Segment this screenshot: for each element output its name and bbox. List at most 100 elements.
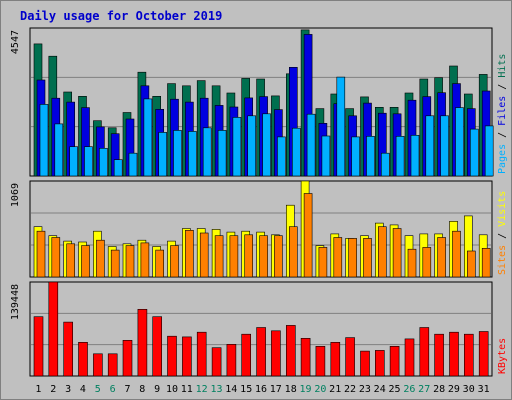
- x-tick-label-day-20: 20: [314, 384, 326, 395]
- x-tick-label-day-26: 26: [403, 384, 415, 395]
- legend-item-sites: Sites: [497, 245, 508, 275]
- bar-pages-day-3: [69, 146, 78, 177]
- x-tick-label-day-5: 5: [95, 384, 101, 395]
- bar-sites-day-9: [155, 249, 164, 278]
- bar-sites-day-8: [140, 242, 150, 278]
- legend-separator: /: [497, 78, 508, 96]
- x-tick-label-day-4: 4: [80, 384, 86, 395]
- bar-pages-day-5: [99, 148, 108, 177]
- x-tick-label-day-7: 7: [124, 384, 130, 395]
- legend-visits-sites: Sites / Visits: [497, 191, 508, 275]
- bar-kbytes-day-24: [374, 350, 385, 377]
- bar-kbytes-day-21: [330, 341, 341, 377]
- legend-separator: /: [497, 126, 508, 144]
- bar-sites-day-18: [288, 226, 298, 278]
- bar-kbytes-day-8: [137, 308, 148, 377]
- x-tick-label-day-24: 24: [374, 384, 386, 395]
- bar-sites-day-1: [36, 230, 46, 278]
- legend-kbytes: KBytes: [497, 338, 508, 374]
- bar-kbytes-day-4: [78, 341, 88, 377]
- x-tick-label-day-29: 29: [448, 384, 460, 395]
- bar-pages-day-14: [232, 117, 242, 177]
- bar-pages-day-11: [188, 131, 197, 177]
- x-tick-label-day-30: 30: [463, 384, 475, 395]
- bar-sites-day-17: [274, 235, 283, 278]
- bar-kbytes-day-25: [389, 345, 400, 377]
- x-tick-label-day-27: 27: [418, 384, 430, 395]
- bar-sites-day-13: [214, 235, 224, 278]
- bar-pages-day-7: [128, 152, 138, 177]
- bar-kbytes-day-23: [360, 350, 370, 377]
- bar-sites-day-4: [81, 245, 90, 278]
- x-tick-label-day-16: 16: [255, 384, 267, 395]
- x-tick-label-day-13: 13: [210, 384, 222, 395]
- bar-kbytes-day-13: [211, 347, 222, 377]
- bar-kbytes-day-9: [152, 316, 162, 377]
- x-tick-label-day-23: 23: [359, 384, 371, 395]
- bar-pages-day-22: [351, 136, 360, 177]
- bar-pages-day-25: [395, 136, 405, 177]
- bar-pages-day-29: [455, 107, 464, 177]
- x-tick-label-day-12: 12: [196, 384, 208, 395]
- bar-kbytes-day-27: [419, 327, 430, 377]
- bar-sites-day-12: [199, 232, 209, 278]
- bar-pages-day-20: [321, 135, 331, 177]
- legend-item-kbytes: KBytes: [497, 338, 508, 374]
- x-tick-label-day-15: 15: [240, 384, 252, 395]
- bar-sites-day-7: [125, 245, 135, 278]
- legend-item-pages: Pages: [497, 144, 508, 174]
- bar-kbytes-day-12: [196, 331, 207, 377]
- legend-hits-files-pages: Pages / Files / Hits: [497, 54, 508, 174]
- bar-pages-day-17: [277, 136, 286, 177]
- bar-kbytes-day-5: [93, 353, 103, 377]
- bar-pages-day-16: [262, 113, 271, 177]
- x-tick-label-day-10: 10: [166, 384, 178, 395]
- x-tick-label-day-31: 31: [478, 384, 490, 395]
- bar-kbytes-day-17: [271, 330, 281, 377]
- bar-pages-day-6: [113, 159, 123, 177]
- bar-sites-day-24: [377, 226, 387, 278]
- bar-sites-day-30: [466, 250, 476, 278]
- x-tick-label-day-28: 28: [433, 384, 445, 395]
- bar-pages-day-19: [306, 113, 316, 177]
- bar-kbytes-day-30: [463, 333, 474, 377]
- x-tick-label-day-14: 14: [225, 384, 237, 395]
- bar-kbytes-day-10: [167, 335, 177, 377]
- bar-sites-day-2: [51, 237, 61, 278]
- bar-pages-day-23: [366, 136, 375, 177]
- bar-kbytes-day-26: [404, 338, 415, 377]
- bar-pages-day-13: [217, 130, 227, 177]
- bar-kbytes-day-28: [434, 333, 444, 377]
- bar-sites-day-25: [392, 228, 402, 278]
- bar-pages-day-28: [440, 115, 449, 177]
- x-tick-label-day-8: 8: [139, 384, 145, 395]
- bar-kbytes-day-18: [285, 325, 296, 377]
- bar-kbytes-day-1: [33, 316, 44, 377]
- bar-kbytes-day-3: [63, 321, 74, 377]
- x-tick-label-day-21: 21: [329, 384, 341, 395]
- bar-sites-day-14: [229, 235, 239, 278]
- x-tick-label-day-17: 17: [270, 384, 282, 395]
- x-tick-label-day-6: 6: [110, 384, 116, 395]
- bar-sites-day-3: [66, 243, 75, 278]
- bar-pages-day-31: [484, 125, 494, 177]
- bar-kbytes-day-31: [478, 331, 489, 377]
- bar-sites-day-11: [185, 230, 194, 278]
- bar-sites-day-26: [407, 248, 417, 278]
- bar-sites-day-5: [96, 239, 105, 278]
- bar-kbytes-day-6: [107, 353, 118, 377]
- bar-kbytes-day-7: [122, 339, 133, 377]
- bar-pages-day-15: [247, 115, 256, 177]
- bar-sites-day-15: [244, 234, 253, 278]
- bar-sites-day-6: [110, 249, 120, 278]
- x-tick-label-day-18: 18: [285, 384, 297, 395]
- x-tick-label-day-3: 3: [65, 384, 71, 395]
- bar-kbytes-day-15: [241, 333, 251, 377]
- legend-item-visits: Visits: [497, 191, 508, 227]
- x-tick-label-day-25: 25: [388, 384, 400, 395]
- x-tick-label-day-9: 9: [154, 384, 160, 395]
- y-max-label-kbytes: 139448: [10, 284, 21, 320]
- bar-pages-day-4: [84, 146, 93, 177]
- x-tick-label-day-1: 1: [35, 384, 41, 395]
- bar-pages-day-9: [158, 132, 167, 177]
